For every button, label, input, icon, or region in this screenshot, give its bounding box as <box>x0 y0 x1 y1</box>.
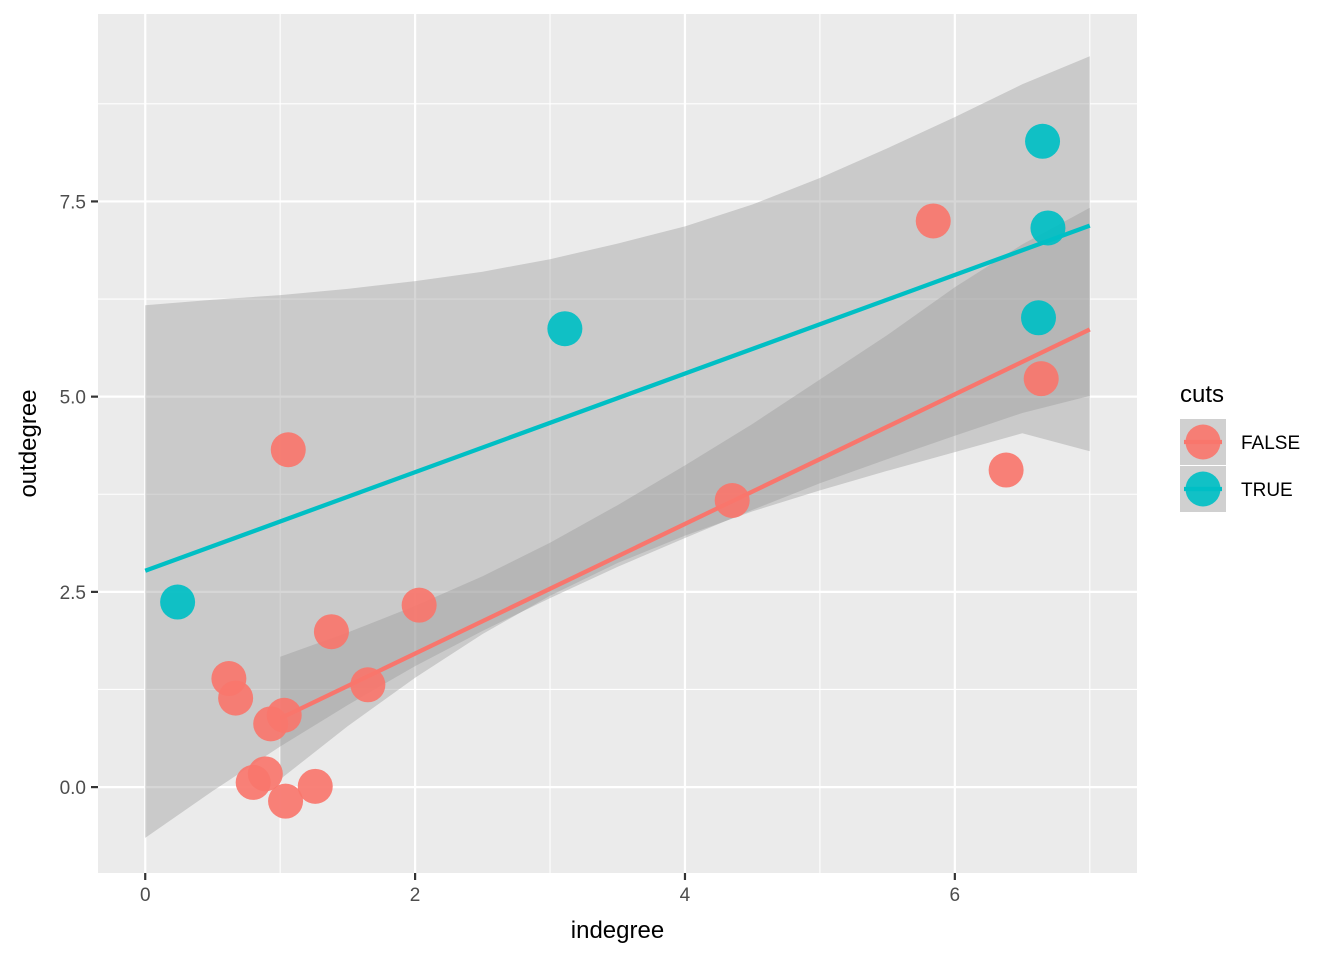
legend-keys: FALSE TRUE <box>1180 419 1300 512</box>
data-point-false <box>270 432 306 468</box>
legend: cuts FALSE TRUE <box>1180 381 1300 512</box>
data-points <box>160 123 1066 819</box>
data-point-false <box>988 452 1024 488</box>
fit-lines <box>144 223 1091 721</box>
confidence-band-true <box>145 56 1090 838</box>
data-point-false <box>313 614 349 650</box>
legend-label-true: TRUE <box>1241 480 1293 501</box>
data-point-true <box>547 311 583 347</box>
data-point-false <box>401 587 437 623</box>
x-axis-title: indegree <box>571 917 664 944</box>
y-tick-label: 7.5 <box>60 192 86 213</box>
y-tick-label: 0.0 <box>60 778 86 799</box>
legend-title: cuts <box>1180 381 1224 408</box>
data-point-true <box>160 584 196 620</box>
x-tick-label: 6 <box>950 885 961 906</box>
data-point-false <box>218 680 254 716</box>
x-axis: 0 2 4 6 <box>140 873 960 906</box>
data-point-false <box>714 483 750 519</box>
data-point-false <box>1023 361 1059 397</box>
data-point-true <box>1020 300 1056 336</box>
data-point-false <box>350 667 386 703</box>
data-point-false <box>235 764 271 800</box>
x-tick-label: 2 <box>410 885 421 906</box>
data-point-false <box>915 203 951 239</box>
y-axis-title: outdegree <box>15 389 42 497</box>
data-point-true <box>1025 123 1061 159</box>
x-tick-label: 4 <box>680 885 691 906</box>
y-tick-label: 5.0 <box>60 388 86 409</box>
data-point-false <box>297 768 333 804</box>
fit-line-true <box>144 223 1091 573</box>
data-point-false <box>266 697 302 733</box>
data-point-true <box>1030 210 1066 246</box>
legend-label-false: FALSE <box>1241 433 1300 454</box>
minor-gridlines <box>98 14 1137 873</box>
y-tick-label: 2.5 <box>60 583 86 604</box>
y-axis: 0.0 2.5 5.0 7.5 <box>60 192 98 799</box>
confidence-bands <box>145 56 1090 838</box>
data-point-false <box>268 783 304 819</box>
x-tick-label: 0 <box>140 885 151 906</box>
legend-key-point <box>1185 424 1221 460</box>
fit-line-false <box>279 327 1091 721</box>
confidence-band-false <box>280 207 1090 780</box>
legend-key-point <box>1185 471 1221 507</box>
